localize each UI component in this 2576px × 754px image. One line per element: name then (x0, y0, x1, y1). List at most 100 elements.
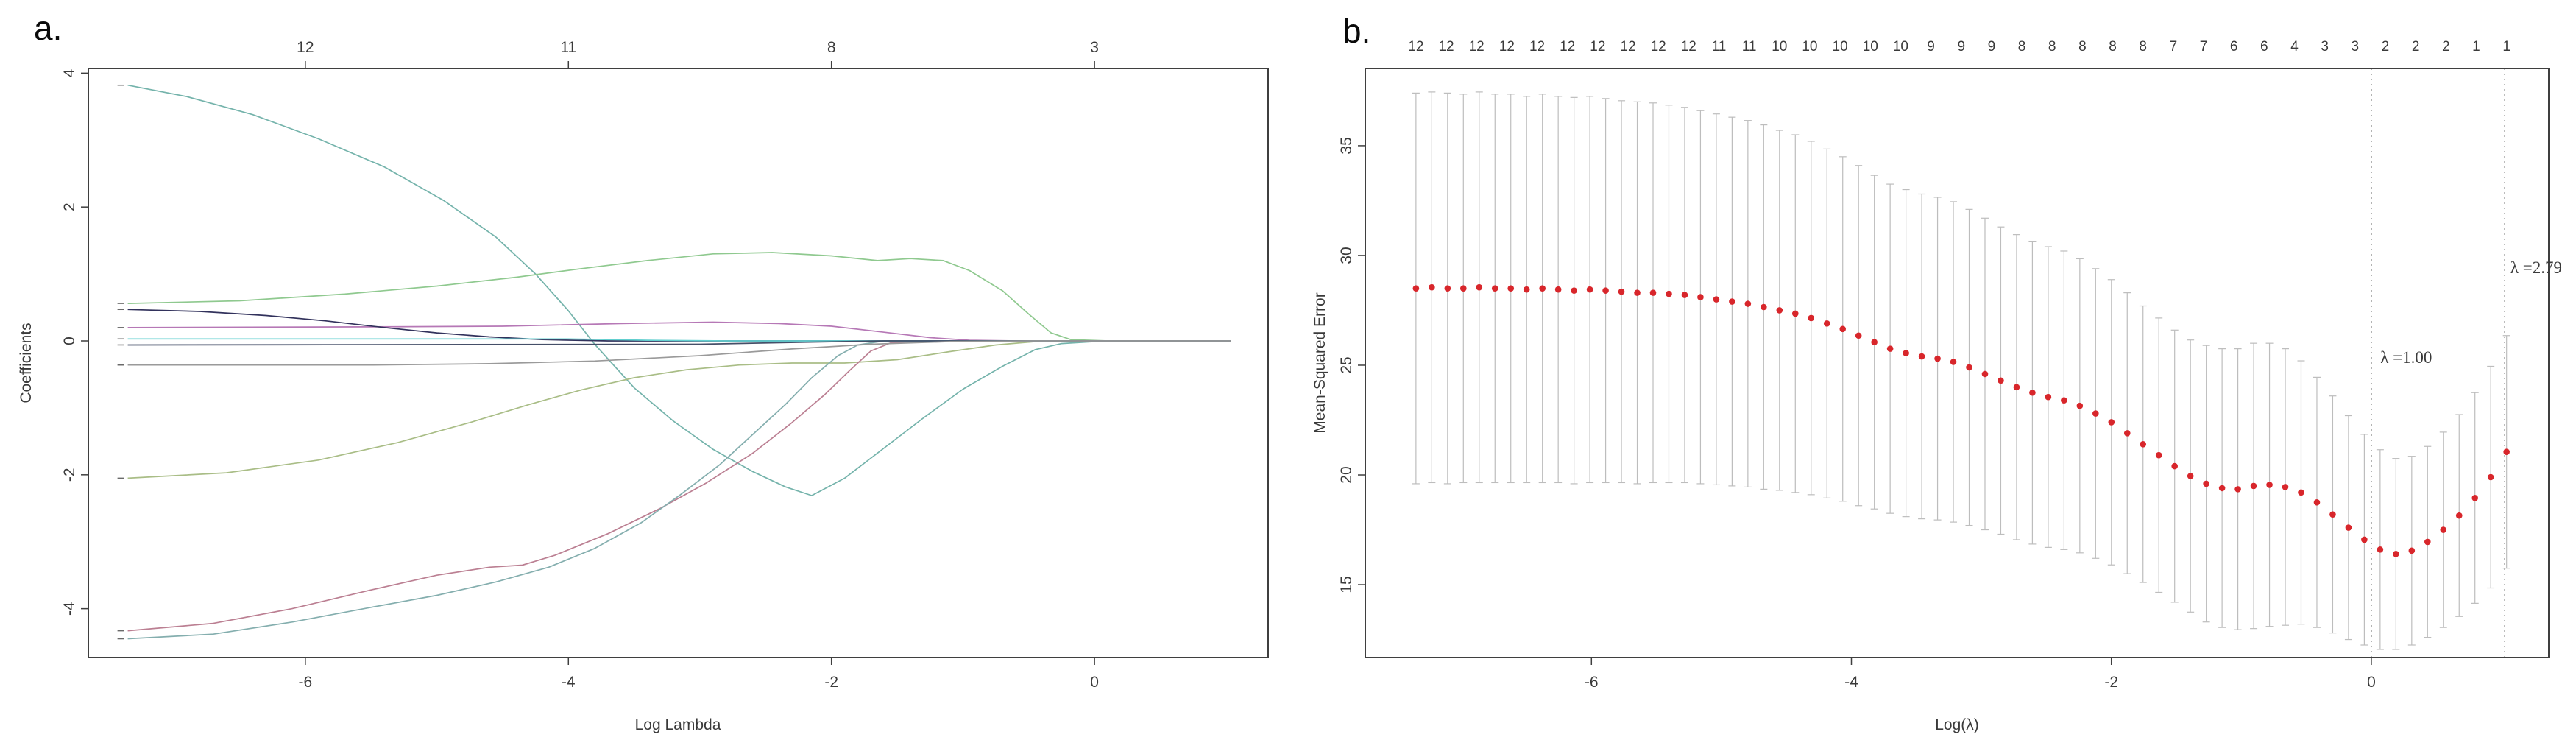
cv-mse-point (2250, 482, 2257, 490)
cv-mse-point (1554, 286, 1562, 293)
series-coef-path-4 (127, 340, 1231, 632)
panel-b-df-count-label: 7 (2170, 39, 2178, 54)
cv-mse-point (2361, 536, 2368, 543)
series-coef-path-7 (127, 309, 1231, 342)
panel-b-x-tick-label: -6 (1585, 674, 1599, 691)
cv-mse-point (2108, 419, 2115, 426)
cv-mse-point (1855, 332, 1862, 339)
panel-b-df-count-label: 10 (1833, 39, 1848, 54)
panel-b-df-count-label: 9 (1957, 39, 1965, 54)
panel-b-df-count-label: 3 (2352, 39, 2360, 54)
panel-a-y-tick-label: -4 (61, 602, 78, 616)
panel-a-y-tick-label: 0 (61, 337, 78, 345)
cv-mse-point (1444, 285, 1451, 292)
panel-b-x-tick-label: -4 (1844, 674, 1858, 691)
panel-a-frame (88, 68, 1269, 658)
panel-a-x-tick-label: -2 (824, 674, 838, 691)
cv-mse-point (2440, 526, 2447, 533)
cv-mse-point (1744, 300, 1752, 307)
cv-mse-point (1460, 285, 1467, 292)
cv-mse-point (1697, 294, 1704, 300)
panel-a-tag: a. (34, 9, 62, 47)
panel-b-df-count-label: 2 (2382, 39, 2390, 54)
panel-b-x-tick-label: -2 (2104, 674, 2118, 691)
panel-b-df-count-label: 12 (1469, 39, 1485, 54)
panel-b-df-count-label: 12 (1499, 39, 1515, 54)
panel-b-df-count-label: 6 (2230, 39, 2238, 54)
cv-mse-point (1761, 303, 1767, 311)
cv-mse-point (2345, 524, 2352, 531)
cv-mse-point (1729, 298, 1735, 305)
cv-mse-point (1918, 353, 1925, 360)
cv-mse-point (2140, 440, 2147, 448)
panel-a-xaxis-title: Log Lambda (635, 716, 721, 733)
panel-b-df-count-label: 8 (2018, 39, 2026, 54)
cv-mse-point (2487, 473, 2494, 481)
panel-b-df-count-label: 12 (1529, 39, 1545, 54)
cv-mse-point (2045, 393, 2052, 401)
panel-b-df-count-label: 2 (2412, 39, 2420, 54)
panel-b-errorbar-group (1412, 91, 2510, 650)
cv-mse-point (1666, 290, 1672, 297)
panel-b-df-count-label: 6 (2260, 39, 2268, 54)
cv-mse-point (1808, 314, 1815, 322)
cv-mse-point (2155, 451, 2162, 459)
cv-mse-point (2503, 448, 2510, 456)
lambda-1se-label: λ =2.79 (2510, 258, 2562, 277)
panel-b-df-count-label: 10 (1802, 39, 1817, 54)
cv-mse-point (1950, 359, 1957, 365)
cv-mse-point (1966, 364, 1972, 371)
cv-mse-point (1998, 377, 2004, 384)
panel-b-df-count-label: 9 (1927, 39, 1935, 54)
cv-mse-point (2455, 512, 2463, 519)
panel-a-plot-area: -6 -4 -2 0 -4 -2 0 2 4 12 11 8 3 (61, 39, 1269, 691)
panel-b-df-count-label: 11 (1742, 39, 1757, 54)
cv-mse-point (2171, 462, 2178, 470)
panel-a-figure: a. Log Lambda Coefficients -6 -4 -2 0 -4 -2 0 2… (18, 9, 1269, 733)
panel-b-df-count-label: 10 (1863, 39, 1878, 54)
cv-mse-point (2076, 402, 2084, 409)
cv-mse-point (2187, 473, 2194, 479)
cv-mse-point (1903, 350, 1909, 356)
cv-mse-point (1507, 285, 1515, 292)
cv-mse-point (2408, 547, 2416, 554)
cv-mse-point (1491, 285, 1498, 292)
cv-mse-point (2123, 430, 2131, 437)
series-coef-path-1 (127, 84, 1232, 496)
panel-b-df-count-label: 10 (1772, 39, 1787, 54)
series-coef-path-10 (127, 340, 1231, 366)
cv-mse-point (2424, 538, 2431, 546)
cv-mse-point (2471, 495, 2479, 501)
cv-mse-point (1649, 289, 1657, 296)
cv-mse-point (1776, 307, 1783, 314)
cv-mse-point (1823, 320, 1830, 327)
series-coef-path-5 (127, 340, 1231, 640)
panel-b-df-count-label: 12 (1438, 39, 1454, 54)
panel-a-x-tick-label: -6 (299, 674, 313, 691)
cv-mse-point (2393, 551, 2399, 557)
panel-b-df-count-label: 11 (1712, 39, 1727, 54)
cv-mse-point (2298, 489, 2304, 496)
panel-b-frame (1365, 68, 2550, 658)
cv-mse-point (2013, 384, 2020, 391)
panel-b-df-count-label: 10 (1893, 39, 1908, 54)
panel-b-y-tick-label: 15 (1338, 576, 1355, 593)
panel-b-df-count-label: 8 (2078, 39, 2087, 54)
cv-mse-point (1791, 310, 1799, 317)
panel-a-df-count-label: 3 (1090, 39, 1099, 56)
cv-mse-point (2329, 511, 2336, 518)
panel-b-df-count-label: 3 (2321, 39, 2329, 54)
panel-b-y-tick-label: 30 (1338, 247, 1355, 264)
panel-b-xaxis-title: Log(λ) (1935, 716, 1979, 733)
panel-a-df-count-label: 12 (297, 39, 314, 56)
panel-b-y-tick-label: 35 (1338, 137, 1355, 154)
cv-mse-point (1571, 287, 1577, 294)
panel-b-df-count-label: 1 (2472, 39, 2480, 54)
panel-b-df-count-label: 2 (2442, 39, 2450, 54)
cv-mse-point (1412, 285, 1420, 292)
panel-b-x-tick-label: 0 (2367, 674, 2376, 691)
panel-b-df-count-label: 12 (1681, 39, 1696, 54)
cv-mse-point (1602, 287, 1609, 294)
panel-b-yaxis-title: Mean-Squared Error (1312, 292, 1328, 433)
